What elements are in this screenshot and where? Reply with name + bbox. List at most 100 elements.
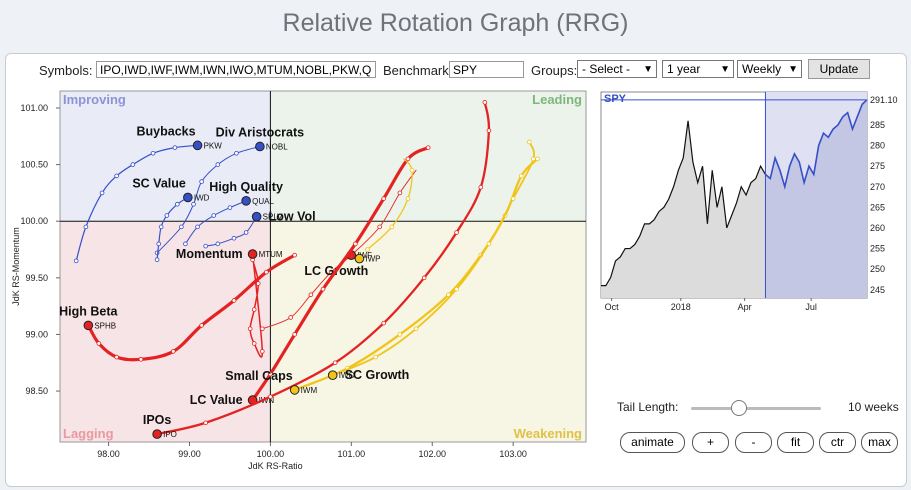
series-mtum: MTUM Momentum bbox=[176, 247, 283, 358]
x-tick-label: 98.00 bbox=[97, 449, 120, 459]
tail-point bbox=[377, 224, 382, 230]
x-tick-label: 101.00 bbox=[338, 449, 366, 459]
tail-point bbox=[199, 179, 204, 184]
tail-point bbox=[454, 286, 459, 292]
tail-point bbox=[381, 196, 386, 201]
group-label: Momentum bbox=[176, 247, 243, 261]
tail-point bbox=[478, 184, 484, 190]
series-ipo: IPO IPOs bbox=[143, 100, 492, 439]
quadrant-weakening bbox=[270, 221, 586, 442]
head-point bbox=[289, 385, 300, 395]
symbol-label: IWP bbox=[365, 255, 380, 264]
rrg-chart: Improving Leading Lagging Weakening 98.00 99.… bbox=[11, 90, 587, 471]
head-point bbox=[152, 429, 162, 439]
x-tick-label: 99.00 bbox=[178, 449, 201, 459]
group-label: Div Aristocrats bbox=[216, 125, 305, 139]
quadrant-label-weakening: Weakening bbox=[514, 426, 582, 441]
group-label: SC Value bbox=[132, 176, 186, 190]
y-tick-label: 275 bbox=[870, 161, 885, 171]
symbol-label: SPLV bbox=[263, 213, 284, 222]
quadrant-improving bbox=[60, 91, 271, 222]
update-button[interactable]: Update bbox=[808, 59, 870, 79]
tail-point bbox=[251, 307, 257, 312]
zoom-in-button[interactable]: + bbox=[692, 432, 729, 453]
tail-point bbox=[260, 349, 265, 354]
tail-length-value: 10 weeks bbox=[848, 400, 899, 414]
tail-point bbox=[397, 332, 403, 337]
quadrant-lagging bbox=[60, 221, 271, 442]
page-title: Relative Rotation Graph (RRG) bbox=[282, 9, 629, 37]
groups-label: Groups: bbox=[531, 63, 578, 78]
groups-select[interactable]: - Select - ▼ bbox=[577, 60, 657, 78]
symbol-label: IWO bbox=[339, 371, 355, 380]
animate-button[interactable]: animate bbox=[620, 432, 685, 453]
tail-point bbox=[397, 190, 403, 196]
x-tick-label: 100.00 bbox=[257, 449, 285, 459]
tail-point bbox=[373, 354, 378, 360]
tail-point bbox=[83, 224, 89, 230]
tail-point bbox=[96, 341, 102, 346]
y-tick-label: 260 bbox=[870, 223, 885, 233]
tail-line bbox=[331, 141, 535, 377]
tail-point bbox=[130, 162, 136, 167]
y-tick-label: 255 bbox=[870, 244, 885, 254]
tail-point bbox=[482, 100, 488, 105]
tail-point bbox=[183, 241, 188, 247]
groups-select-value: - Select - bbox=[582, 62, 631, 76]
tail-point bbox=[389, 224, 395, 230]
tail-length-slider-handle[interactable] bbox=[731, 400, 747, 416]
group-label: Small Caps bbox=[225, 369, 292, 383]
symbol-label: SPHB bbox=[94, 321, 116, 330]
chevron-down-icon: ▼ bbox=[788, 64, 798, 75]
tail-point bbox=[73, 258, 79, 264]
chevron-down-icon: ▼ bbox=[720, 64, 730, 75]
head-point bbox=[192, 140, 203, 151]
tail-point bbox=[365, 247, 370, 252]
tail-point bbox=[203, 420, 208, 426]
tail-point bbox=[421, 275, 427, 281]
tail-point bbox=[332, 360, 338, 366]
tail-point bbox=[243, 230, 249, 235]
tail-point bbox=[425, 145, 431, 150]
tail-point bbox=[328, 269, 334, 275]
fit-button[interactable]: fit bbox=[777, 432, 814, 453]
price-line-highlight bbox=[764, 99, 868, 190]
plot-frame bbox=[59, 90, 587, 443]
series-iwd: IWD SC Value bbox=[132, 176, 210, 263]
period-select[interactable]: 1 year ▼ bbox=[662, 60, 734, 78]
symbols-label: Symbols: bbox=[39, 63, 93, 78]
symbol-label: IPO bbox=[163, 430, 177, 439]
series-qual: QUAL High Quality bbox=[183, 180, 283, 247]
zoom-out-button[interactable]: - bbox=[735, 432, 772, 453]
max-button[interactable]: max bbox=[861, 432, 898, 453]
tail-point bbox=[215, 241, 221, 247]
center-button[interactable]: ctr bbox=[819, 432, 856, 453]
frequency-select[interactable]: Weekly ▼ bbox=[737, 60, 802, 78]
y-tick-label: 265 bbox=[870, 202, 885, 212]
quadrant-leading bbox=[270, 91, 586, 222]
benchmark-input[interactable]: SPY bbox=[449, 61, 524, 78]
head-point bbox=[247, 249, 258, 259]
group-label: SC Growth bbox=[345, 368, 410, 382]
tail-point bbox=[255, 281, 261, 286]
tail-point bbox=[260, 326, 265, 332]
tail-length-slider[interactable] bbox=[691, 407, 821, 410]
head-point bbox=[251, 211, 262, 222]
quadrant-label-leading: Leading bbox=[532, 92, 582, 107]
tail-length-label: Tail Length: bbox=[617, 400, 679, 414]
tail-point bbox=[231, 235, 237, 241]
tail-point bbox=[164, 213, 170, 218]
tail-point bbox=[381, 320, 386, 326]
symbols-input[interactable]: IPO,IWD,IWF,IWM,IWN,IWO,MTUM,NOBL,PKW,Q bbox=[96, 61, 376, 78]
benchmark-chart: SPY 245 250 255 260 265 270 275 280 285 291.10 Oct 2… bbox=[600, 91, 898, 312]
series-nobl: NOBL Div Aristocrats bbox=[154, 125, 305, 256]
tail-point bbox=[288, 315, 293, 320]
tail-point bbox=[292, 332, 297, 337]
tail-line bbox=[155, 101, 491, 436]
group-label: Buybacks bbox=[137, 124, 196, 138]
quadrant-label-lagging: Lagging bbox=[63, 426, 114, 441]
y-tick-label: 101.00 bbox=[20, 103, 48, 113]
tail-line bbox=[293, 157, 539, 392]
